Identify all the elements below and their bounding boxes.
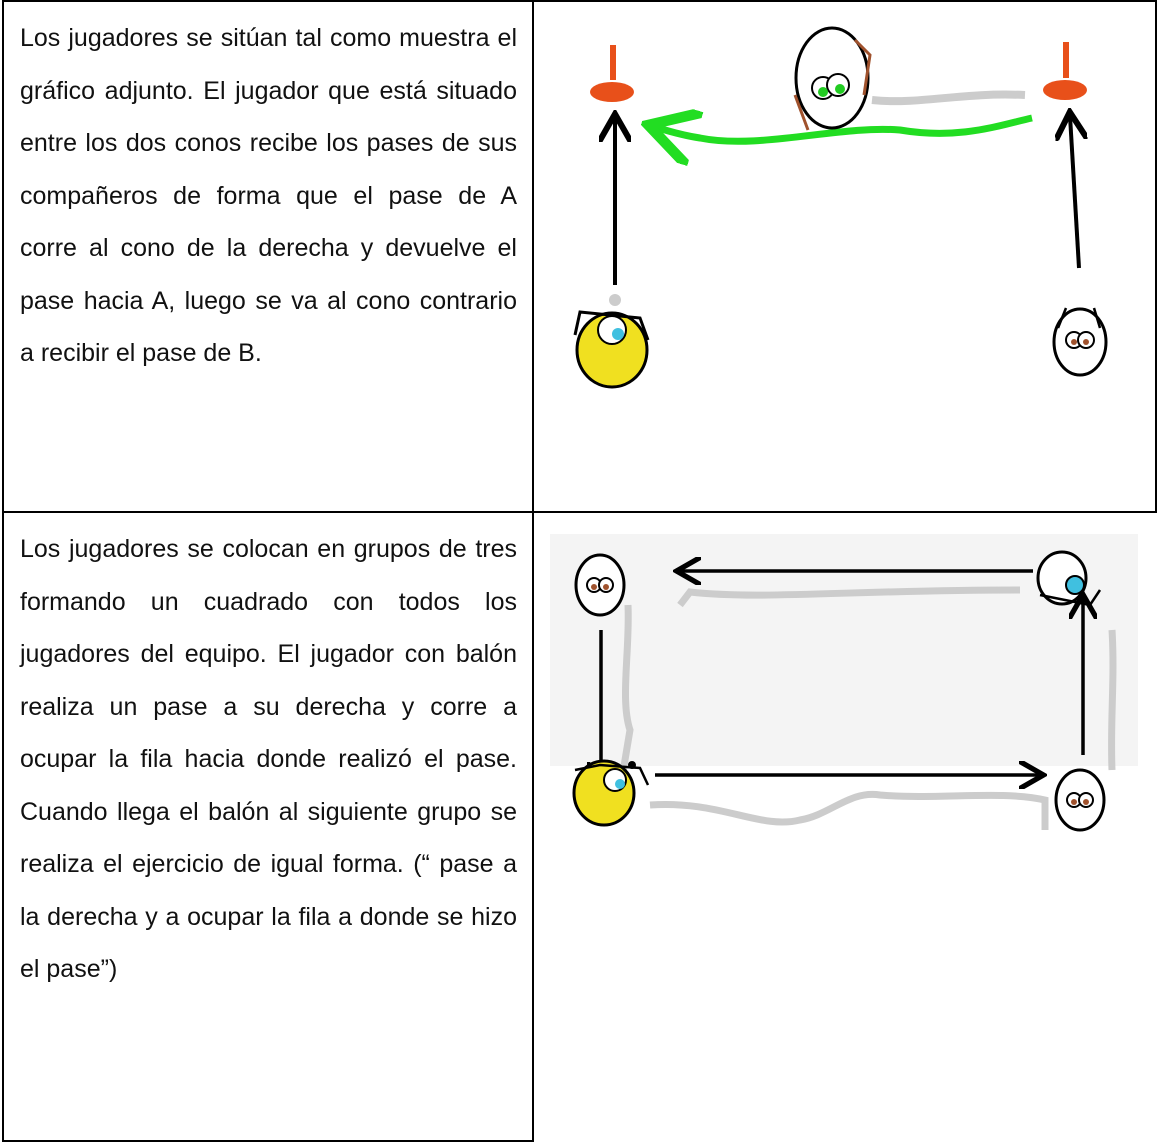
diagram-2 bbox=[550, 534, 1138, 832]
cell-text: Los jugadores se sitúan tal como muestra… bbox=[20, 24, 517, 367]
border bbox=[532, 0, 534, 1142]
border bbox=[2, 0, 1157, 2]
border bbox=[2, 511, 1157, 513]
cell-text: Los jugadores se colocan en grupos de tr… bbox=[20, 535, 517, 983]
border bbox=[2, 0, 4, 1142]
diagram-1 bbox=[573, 26, 1108, 389]
border bbox=[1155, 0, 1157, 513]
border bbox=[2, 1140, 534, 1142]
